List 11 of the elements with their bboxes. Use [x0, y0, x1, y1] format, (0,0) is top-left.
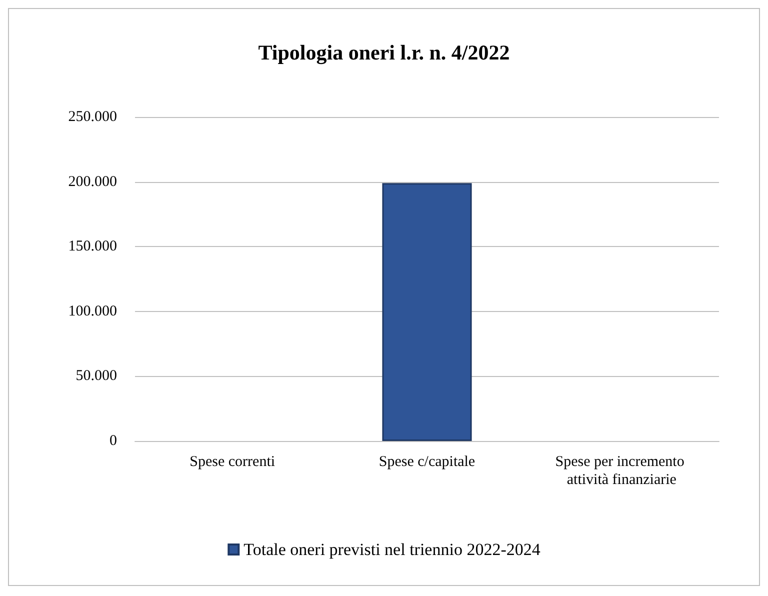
- y-tick-label: 200.000: [68, 174, 117, 190]
- x-tick-label: Spese correnti: [190, 454, 276, 470]
- legend-label: Totale oneri previsti nel triennio 2022-2024: [244, 540, 541, 559]
- chart-title: Tipologia oneri l.r. n. 4/2022: [258, 40, 510, 64]
- x-tick-label: Spese c/capitale: [378, 454, 476, 470]
- y-tick-label: 250.000: [68, 109, 117, 125]
- y-tick-label: 0: [110, 433, 117, 449]
- x-tick-label: Spese per incremento attività finanziarie: [555, 454, 688, 488]
- y-tick-label: 100.000: [68, 303, 117, 320]
- y-tick-label: 150.000: [68, 238, 117, 255]
- y-tick-label: 50.000: [76, 368, 117, 384]
